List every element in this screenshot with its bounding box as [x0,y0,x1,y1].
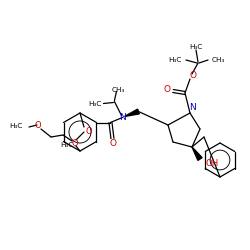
Text: H₃C: H₃C [189,44,203,50]
Text: OH: OH [205,158,218,168]
Text: O: O [72,138,78,147]
Text: CH₃: CH₃ [112,86,125,92]
Text: H₃C: H₃C [10,123,23,129]
Text: CH₃: CH₃ [212,57,226,63]
Polygon shape [192,147,202,160]
Text: O: O [86,126,92,136]
Text: O: O [35,120,41,130]
Text: O: O [110,139,117,148]
Text: H₃C: H₃C [60,142,74,148]
Text: H₃C: H₃C [168,57,182,63]
Text: H₃C: H₃C [88,100,102,106]
Text: N: N [190,104,196,112]
Text: N: N [119,113,126,122]
Text: O: O [190,70,196,80]
Text: O: O [164,86,170,94]
Polygon shape [124,109,139,116]
